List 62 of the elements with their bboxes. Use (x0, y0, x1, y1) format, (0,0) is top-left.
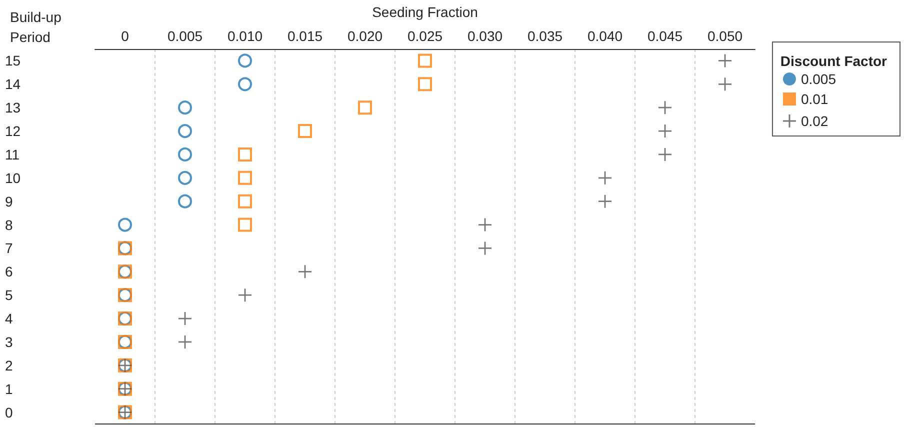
y-tick-label: 8 (5, 216, 13, 233)
y-tick-label: 7 (5, 240, 13, 256)
y-tick-label: 2 (5, 357, 13, 374)
x-tick-label: 0.040 (587, 28, 623, 44)
y-tick-label: 13 (5, 100, 21, 116)
x-tick-label: 0.015 (287, 28, 323, 44)
point (358, 100, 372, 115)
point (658, 147, 672, 162)
y-tick-label: 11 (5, 146, 20, 162)
point (118, 218, 132, 232)
point (418, 77, 432, 92)
point (178, 334, 192, 350)
y-tick-label: 15 (5, 52, 21, 69)
legend-label: 0.02 (800, 113, 828, 129)
legend-label: 0.005 (800, 71, 836, 87)
point (298, 264, 312, 279)
x-tick-label: 0.025 (407, 28, 443, 44)
point (718, 76, 732, 92)
point (178, 100, 192, 115)
legend-label: 0.01 (800, 91, 828, 107)
x-tick-label: 0 (121, 28, 130, 44)
x-tick-label: 0.010 (227, 28, 263, 44)
x-tick-label: 0.035 (527, 28, 563, 44)
point (418, 54, 432, 68)
y-axis-title: Build-up Period (10, 9, 62, 45)
point (478, 218, 492, 232)
point (598, 170, 612, 186)
y-tick-label: 14 (5, 76, 21, 92)
x-tick-label: 0.020 (347, 28, 383, 44)
y-tick-label: 9 (5, 193, 13, 210)
y-tick-label: 3 (5, 334, 13, 350)
point (598, 194, 612, 209)
point (298, 124, 312, 138)
point (718, 54, 732, 68)
x-tick-label: 0.050 (707, 28, 743, 44)
point (658, 100, 672, 115)
x-tick-label: 0.005 (167, 28, 203, 44)
point (238, 147, 252, 162)
point (238, 170, 252, 185)
point (658, 124, 672, 138)
x-tick-label: 0.045 (647, 28, 683, 44)
point (478, 241, 492, 256)
legend-title: Discount Factor (780, 53, 888, 69)
point (178, 170, 192, 185)
point (238, 77, 252, 92)
y-tick-label: 6 (5, 264, 13, 280)
point (238, 288, 252, 302)
x-axis-title: Seeding Fraction (372, 4, 478, 20)
point (238, 194, 252, 208)
point (238, 54, 252, 68)
y-tick-label: 0 (5, 404, 13, 420)
y-tick-label: 10 (5, 170, 21, 186)
point (178, 124, 192, 138)
y-tick-label: 5 (5, 287, 13, 304)
y-tick-label: 1 (5, 380, 13, 397)
y-tick-label: 12 (5, 123, 21, 140)
point (178, 194, 192, 208)
y-tick-label: 4 (5, 310, 13, 327)
point (178, 147, 192, 162)
x-tick-label: 0.030 (467, 28, 503, 44)
point (178, 311, 192, 326)
point (238, 218, 252, 232)
